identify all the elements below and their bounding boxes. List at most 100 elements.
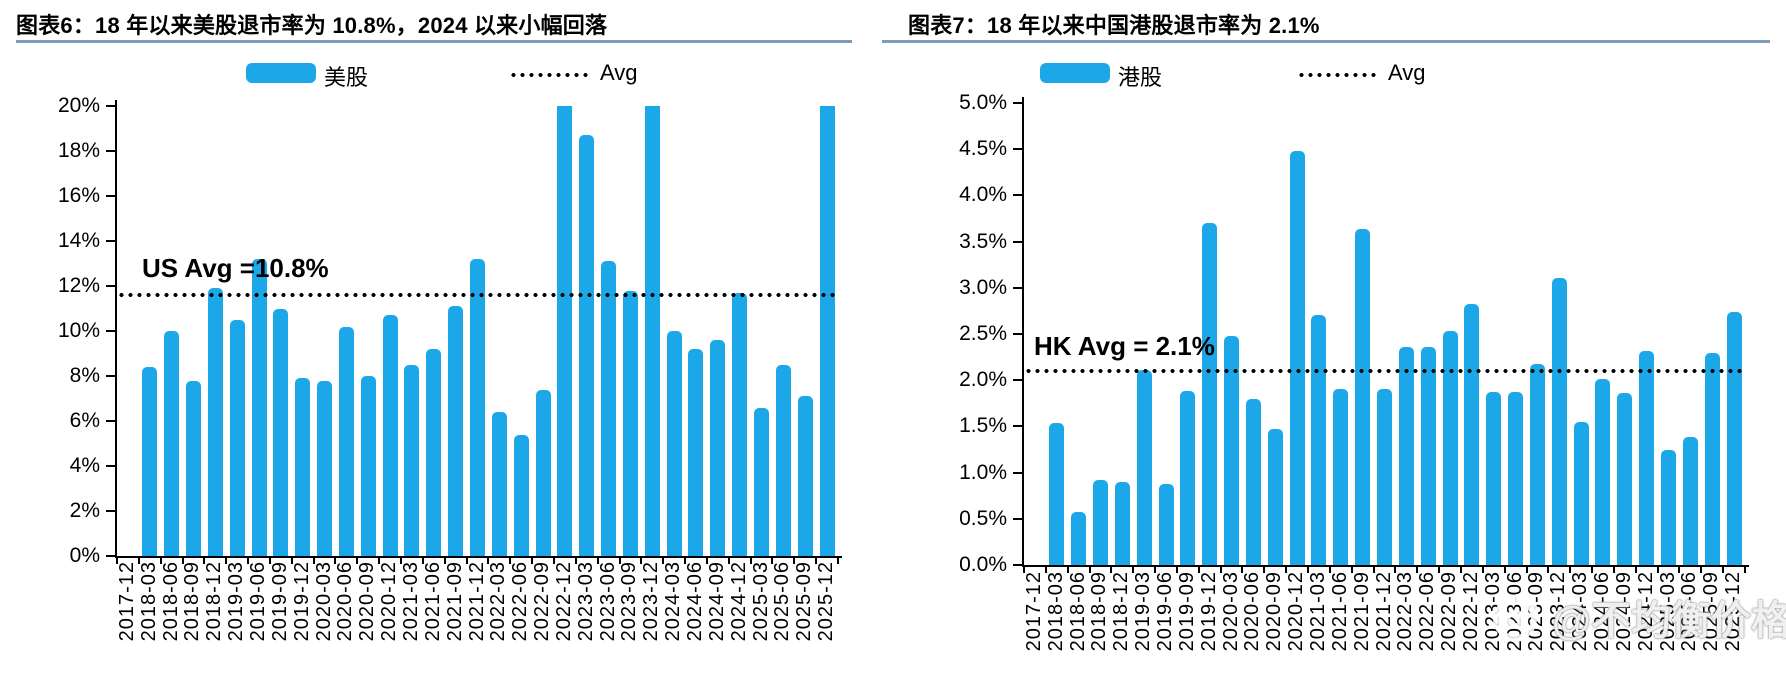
bar-2025-09 [1704,353,1720,565]
x-tick [225,558,228,564]
x-tick [1219,567,1222,573]
x-tick-label: 2022-12 [1459,571,1482,652]
avg-dotted-line [1024,368,1745,373]
x-tick-label: 2018-12 [1110,571,1133,652]
x-tick [137,558,140,564]
bar-2025-06 [1682,436,1698,565]
x-tick [596,558,599,564]
bar-2021-12 [470,259,485,556]
y-tick [106,285,115,287]
bar-2021-09 [1355,228,1371,565]
bar-2019-06 [251,259,267,556]
x-tick [268,558,271,564]
x-tick [1110,567,1113,573]
x-tick [1744,567,1746,573]
legend-label-us-avg: Avg [600,60,638,85]
x-tick-label: 2025-06 [771,561,794,642]
x-tick-label: 2025-09 [793,561,816,642]
bar-2019-12 [295,378,311,556]
x-tick [1591,567,1594,573]
x-tick-label: 2019-12 [1197,571,1220,652]
x-tick [727,558,730,564]
bar-2019-03 [229,319,245,556]
y-tick-label: 3.0% [959,275,1007,299]
x-tick-label: 2019-12 [290,561,313,642]
y-tick [106,105,115,107]
y-tick [1013,425,1022,428]
bar-2021-03 [1311,314,1327,565]
y-tick-label: 14% [57,229,100,252]
x-tick-label: 2019-09 [268,561,291,642]
x-tick-label: 2018-09 [181,561,204,642]
x-tick [465,558,468,564]
bar-2018-06 [1071,512,1087,565]
x-tick [574,558,577,564]
x-tick [1481,567,1484,573]
chart-title-us: 图表6：18 年以来美股退市率为 10.8%，2024 以来小幅回落 [16,13,608,38]
y-tick-label: 6% [69,409,100,432]
y-tick [106,330,115,332]
x-tick [1700,567,1703,573]
y-tick [106,240,115,242]
y-tick [106,195,115,197]
bar-2024-06 [1595,379,1611,565]
x-tick-label: 2019-06 [247,561,269,642]
x-tick [116,558,118,564]
x-tick-label: 2022-06 [1416,571,1439,652]
bar-2023-09 [622,290,638,556]
y-tick-label: 8% [69,364,100,387]
y-tick-label: 1.5% [959,414,1007,438]
x-tick [1656,567,1659,573]
x-tick [443,558,446,564]
x-tick-label: 2018-12 [203,561,226,642]
y-tick [106,150,115,152]
y-tick-label: 0.0% [959,553,1007,576]
bar-2018-03 [142,367,158,556]
x-tick [334,558,337,564]
avg-annotation-us: US Avg =10.8% [142,253,329,283]
watermark: @不均衡价格 [1488,588,1786,646]
bar-2025-06 [775,364,791,556]
y-tick-label: 20% [57,94,100,117]
x-tick [400,558,403,564]
x-tick [312,558,315,564]
bar-2022-12 [557,106,573,556]
x-tick-label: 2017-12 [1022,571,1045,652]
x-tick [1175,567,1178,573]
y-tick [106,555,115,557]
x-tick [1285,567,1288,573]
x-tick [1154,567,1157,573]
bar-2023-06 [1508,392,1524,565]
x-tick-label: 2020-09 [356,561,379,642]
legend-label-hk-avg: Avg [1388,60,1426,85]
x-tick [1438,567,1441,573]
bar-2022-09 [1442,331,1458,565]
y-tick [106,420,115,422]
x-tick-label: 2023-03 [574,561,597,642]
y-tick [1013,102,1022,104]
bar-2021-09 [448,306,464,556]
x-tick [1197,567,1200,573]
bar-2023-03 [1486,392,1502,565]
x-tick [1634,567,1637,573]
weibo-eye-icon [1493,595,1539,641]
x-tick [684,558,687,564]
y-tick [1013,333,1022,335]
bar-2018-09 [185,380,201,556]
y-tick [106,465,115,467]
x-axis-line [1022,565,1749,567]
x-tick [1722,567,1725,573]
x-tick [203,558,206,564]
bar-2024-12 [1639,350,1655,565]
x-tick [378,558,381,564]
avg-annotation-hk: HK Avg = 2.1% [1034,331,1215,361]
y-tick [1013,286,1022,289]
bar-2022-06 [513,434,529,556]
x-tick [531,558,534,564]
x-tick-label: 2020-06 [334,561,357,642]
x-tick-label: 2025-12 [815,561,838,642]
y-tick [1013,471,1022,474]
y-tick-label: 2% [69,499,100,522]
bar-2021-03 [404,364,420,556]
